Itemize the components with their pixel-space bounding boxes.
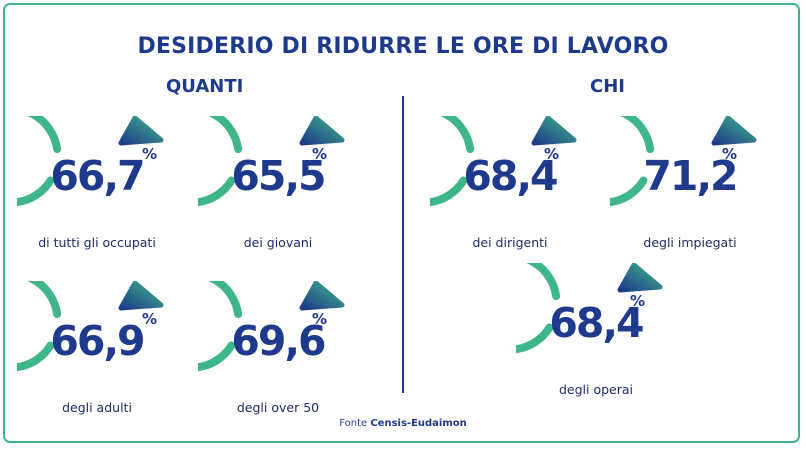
stat-label: di tutti gli occupati: [38, 235, 156, 250]
percent-sign: %: [544, 145, 560, 163]
stat-value: 69,6: [231, 317, 326, 365]
stat-value: 66,9: [50, 317, 145, 365]
stat-label: degli operai: [558, 382, 634, 397]
card-frame: [3, 3, 800, 443]
stat-label: degli adulti: [62, 400, 132, 415]
vertical-divider: [402, 96, 404, 393]
stat-label: degli impiegati: [643, 235, 737, 250]
source-name: Censis-Eudaimon: [370, 418, 467, 429]
percent-sign: %: [312, 310, 328, 328]
ring-arc: [198, 281, 243, 372]
stat-value: 68,4: [549, 299, 644, 347]
percent-sign: %: [722, 145, 738, 163]
progress-ring-icon: [198, 116, 345, 207]
stat-tutti-occupati: 66,7 % di tutti gli occupati: [17, 116, 177, 266]
percent-sign: %: [630, 292, 646, 310]
progress-ring-icon: [17, 281, 164, 372]
arrow-head-icon: [617, 263, 663, 293]
arrow-head-icon: [711, 116, 757, 146]
stat-label: dei dirigenti: [472, 235, 548, 250]
page-title: DESIDERIO DI RIDURRE LE ORE DI LAVORO: [137, 34, 669, 59]
stat-value: 71,2: [643, 152, 738, 200]
ring-arc: [430, 116, 475, 207]
stat-operai: 68,4 % degli operai: [516, 263, 676, 413]
stat-label: degli over 50: [236, 400, 320, 415]
progress-ring-icon: [610, 116, 757, 207]
stat-giovani: 65,5 % dei giovani: [198, 116, 358, 266]
ring-arc: [610, 116, 655, 207]
stat-adulti: 66,9 % degli adulti: [17, 281, 177, 431]
stat-dirigenti: 68,4 % dei dirigenti: [430, 116, 590, 266]
stat-over-50: 69,6 % degli over 50: [198, 281, 358, 431]
progress-ring-icon: [17, 116, 164, 207]
progress-ring-icon: [198, 281, 345, 372]
arrow-head-icon: [299, 281, 345, 311]
stat-value: 65,5: [231, 152, 326, 200]
ring-arc: [516, 263, 561, 354]
section-quanti-heading: QUANTI: [166, 76, 244, 97]
ring-arc: [198, 116, 243, 207]
stat-label: dei giovani: [243, 235, 313, 250]
arrow-head-icon: [118, 281, 164, 311]
arrow-head-icon: [299, 116, 345, 146]
section-chi-heading: CHI: [590, 76, 625, 97]
source-prefix: Fonte: [339, 418, 368, 429]
percent-sign: %: [312, 145, 328, 163]
ring-arc: [17, 281, 62, 372]
stat-value: 68,4: [463, 152, 558, 200]
progress-ring-icon: [430, 116, 577, 207]
stat-value: 66,7: [50, 152, 145, 200]
stat-impiegati: 71,2 % degli impiegati: [610, 116, 770, 266]
arrow-head-icon: [118, 116, 164, 146]
arrow-head-icon: [531, 116, 577, 146]
percent-sign: %: [142, 310, 158, 328]
percent-sign: %: [142, 145, 158, 163]
ring-arc: [17, 116, 62, 207]
progress-ring-icon: [516, 263, 663, 354]
source-credit: Fonte Censis-Eudaimon: [0, 418, 806, 429]
